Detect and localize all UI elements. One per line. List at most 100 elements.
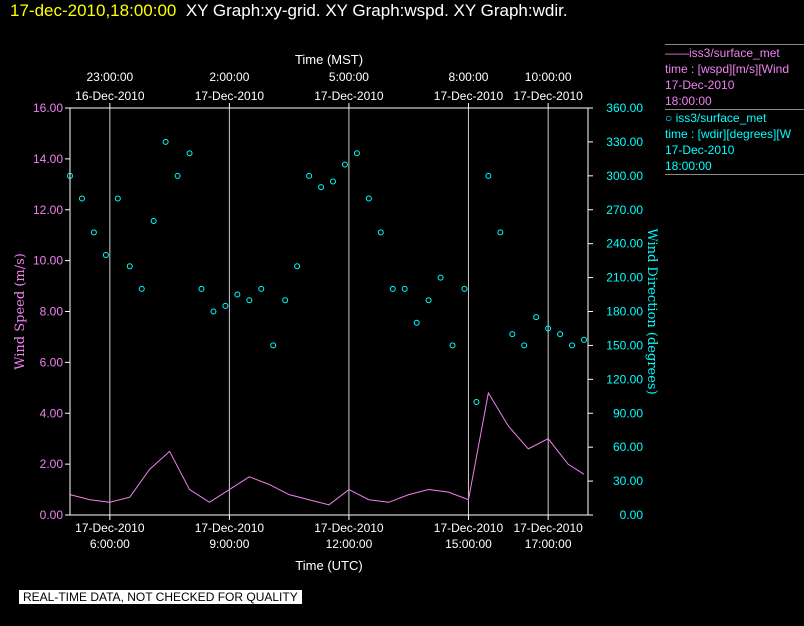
x-tick-date: 17-Dec-2010	[314, 521, 384, 535]
y-right-tick-label: 210.00	[606, 271, 643, 285]
wdir-point	[521, 342, 528, 349]
top-tick-date: 17-Dec-2010	[434, 89, 504, 103]
x-tick-time: 17:00:00	[525, 537, 572, 551]
wdir-point	[545, 325, 552, 332]
quality-disclaimer: REAL-TIME DATA, NOT CHECKED FOR QUALITY	[19, 590, 302, 604]
y-right-tick-label: 120.00	[606, 372, 643, 386]
legend-wdir-line2: time : [wdir][degrees][W	[665, 127, 792, 141]
legend: ——iss3/surface_met time : [wspd][m/s][Wi…	[665, 44, 804, 175]
axis-labels: 17-Dec-2010 6:00:00 23:00:00 16-Dec-2010 17-…	[13, 52, 659, 573]
y-right-tick-label: 30.00	[613, 474, 643, 488]
top-tick-time: 2:00:00	[209, 70, 249, 84]
y-left-tick-label: 6.00	[40, 355, 64, 369]
wspd-line	[69, 391, 585, 506]
plot-frame	[69, 107, 589, 516]
y-left-tick-label: 4.00	[40, 406, 64, 420]
y-right-tick-label: 240.00	[606, 237, 643, 251]
wdir-point	[329, 178, 336, 185]
legend-separator	[665, 174, 804, 175]
y-left-tick-label: 2.00	[40, 457, 64, 471]
x-axis-title-top: Time (MST)	[295, 52, 363, 67]
wdir-point	[138, 285, 145, 292]
wdir-point	[557, 331, 564, 338]
legend-wspd-line3: 17-Dec-2010	[665, 78, 735, 92]
top-tick-date: 17-Dec-2010	[314, 89, 384, 103]
wspd-series	[69, 391, 585, 506]
wdir-series	[67, 138, 588, 405]
top-tick-time: 8:00:00	[448, 70, 488, 84]
legend-separator	[665, 109, 804, 110]
wdir-point	[210, 308, 217, 315]
wdir-point	[377, 229, 384, 236]
wdir-point	[485, 172, 492, 179]
legend-wspd-line1: ——iss3/surface_met	[665, 46, 780, 60]
wdir-point	[258, 285, 265, 292]
wdir-point	[473, 398, 480, 405]
y-left-tick-label: 10.00	[33, 254, 63, 268]
top-tick-time: 10:00:00	[525, 70, 572, 84]
y-right-tick-label: 90.00	[613, 406, 643, 420]
top-tick-time: 5:00:00	[329, 70, 369, 84]
top-tick-date: 17-Dec-2010	[513, 89, 583, 103]
y-right-tick-label: 300.00	[606, 169, 643, 183]
wdir-point	[389, 285, 396, 292]
wdir-point	[150, 218, 157, 225]
wdir-point	[569, 342, 576, 349]
wdir-point	[270, 342, 277, 349]
y-right-tick-label: 270.00	[606, 203, 643, 217]
x-tick-time: 12:00:00	[326, 537, 373, 551]
legend-wdir-line1: ○ iss3/surface_met	[665, 111, 767, 125]
wdir-point	[437, 274, 444, 281]
wdir-point	[102, 251, 109, 258]
y-right-tick-label: 360.00	[606, 101, 643, 115]
grid-lines	[65, 103, 593, 520]
y-right-tick-label: 0.00	[620, 508, 644, 522]
legend-separator	[665, 44, 804, 45]
wdir-point	[282, 297, 289, 304]
wdir-point	[306, 172, 313, 179]
wdir-point	[90, 229, 97, 236]
x-tick-date: 17-Dec-2010	[75, 521, 145, 535]
wdir-point	[509, 331, 516, 338]
wdir-point	[401, 285, 408, 292]
x-axis-title: Time (UTC)	[295, 558, 362, 573]
y-left-tick-label: 12.00	[33, 203, 63, 217]
x-tick-date: 17-Dec-2010	[434, 521, 504, 535]
x-tick-time: 15:00:00	[445, 537, 492, 551]
x-tick-date: 17-Dec-2010	[195, 521, 265, 535]
wdir-point	[449, 342, 456, 349]
wdir-point	[78, 195, 85, 202]
legend-wspd-line4: 18:00:00	[665, 94, 712, 108]
wdir-point	[318, 184, 325, 191]
y-right-tick-label: 330.00	[606, 135, 643, 149]
wdir-point	[222, 302, 229, 309]
top-tick-time: 23:00:00	[86, 70, 133, 84]
top-tick-date: 16-Dec-2010	[75, 89, 145, 103]
wdir-point	[174, 172, 181, 179]
legend-wdir-line4: 18:00:00	[665, 159, 712, 173]
y-right-tick-label: 180.00	[606, 305, 643, 319]
wdir-point	[198, 285, 205, 292]
wdir-point	[425, 297, 432, 304]
y-right-axis-title: Wind Direction (degrees)	[644, 228, 659, 394]
legend-wspd-line2: time : [wspd][m/s][Wind	[665, 62, 790, 76]
chart-header: 17-dec-2010,18:00:00 XY Graph:xy-grid. X…	[10, 1, 568, 21]
wdir-point	[413, 319, 420, 326]
x-tick-time: 9:00:00	[209, 537, 249, 551]
wdir-point	[294, 263, 301, 270]
top-tick-date: 17-Dec-2010	[195, 89, 265, 103]
header-graph-titles: XY Graph:xy-grid. XY Graph:wspd. XY Grap…	[185, 1, 568, 20]
wdir-point	[533, 314, 540, 321]
wdir-point	[365, 195, 372, 202]
header-timestamp: 17-dec-2010,18:00:00	[10, 1, 177, 20]
y-left-axis-title: Wind Speed (m/s)	[13, 253, 28, 370]
wdir-point	[341, 161, 348, 168]
wdir-point	[162, 138, 169, 145]
y-left-tick-label: 16.00	[33, 101, 63, 115]
legend-wdir-line3: 17-Dec-2010	[665, 143, 735, 157]
wdir-point	[581, 336, 588, 343]
wdir-point	[246, 297, 253, 304]
wdir-point	[234, 291, 241, 298]
y-left-tick-label: 0.00	[40, 508, 64, 522]
